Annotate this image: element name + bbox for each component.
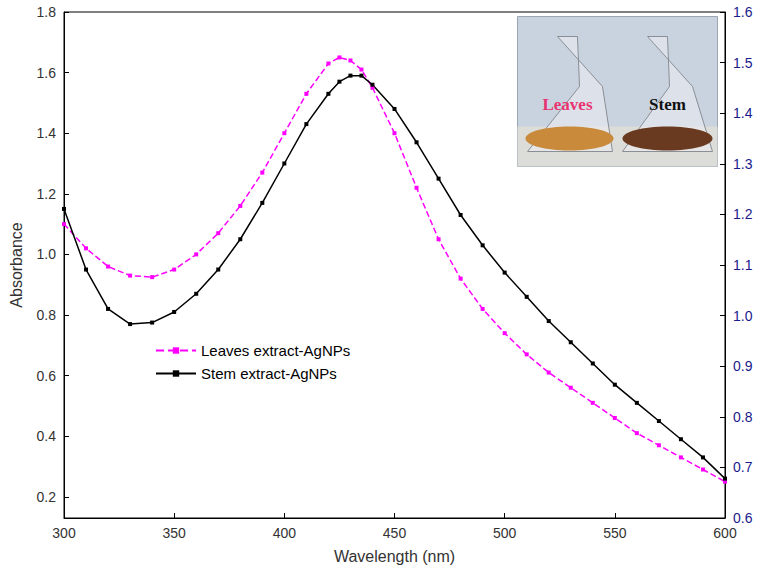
svg-text:Wavelength (nm): Wavelength (nm) [334,548,455,565]
svg-text:1.0: 1.0 [37,246,57,262]
svg-text:Leaves: Leaves [542,95,592,114]
svg-text:0.8: 0.8 [37,307,57,323]
svg-text:600: 600 [713,525,737,541]
svg-text:Stem: Stem [649,95,686,114]
svg-text:300: 300 [52,525,76,541]
svg-text:550: 550 [603,525,627,541]
svg-text:0.2: 0.2 [37,489,57,505]
svg-text:1.2: 1.2 [37,186,57,202]
svg-text:1.2: 1.2 [733,206,753,222]
svg-text:350: 350 [162,525,186,541]
svg-text:1.4: 1.4 [37,125,57,141]
svg-text:1.6: 1.6 [733,4,753,20]
svg-text:Stem extract-AgNPs: Stem extract-AgNPs [201,365,337,382]
svg-text:1.1: 1.1 [733,257,753,273]
svg-text:0.8: 0.8 [733,409,753,425]
svg-text:1.6: 1.6 [37,65,57,81]
svg-text:0.9: 0.9 [733,358,753,374]
svg-text:0.4: 0.4 [37,428,57,444]
svg-text:1.5: 1.5 [733,55,753,71]
svg-text:0.7: 0.7 [733,459,753,475]
svg-text:500: 500 [493,525,517,541]
svg-text:Leaves extract-AgNPs: Leaves extract-AgNPs [201,342,350,359]
svg-text:1.0: 1.0 [733,308,753,324]
svg-text:450: 450 [383,525,407,541]
svg-text:0.6: 0.6 [37,368,57,384]
svg-text:1.8: 1.8 [37,4,57,20]
svg-text:0.6: 0.6 [733,510,753,526]
svg-text:1.3: 1.3 [733,156,753,172]
svg-text:1.4: 1.4 [733,105,753,121]
svg-text:400: 400 [273,525,297,541]
svg-text:Absorbance: Absorbance [8,222,25,307]
